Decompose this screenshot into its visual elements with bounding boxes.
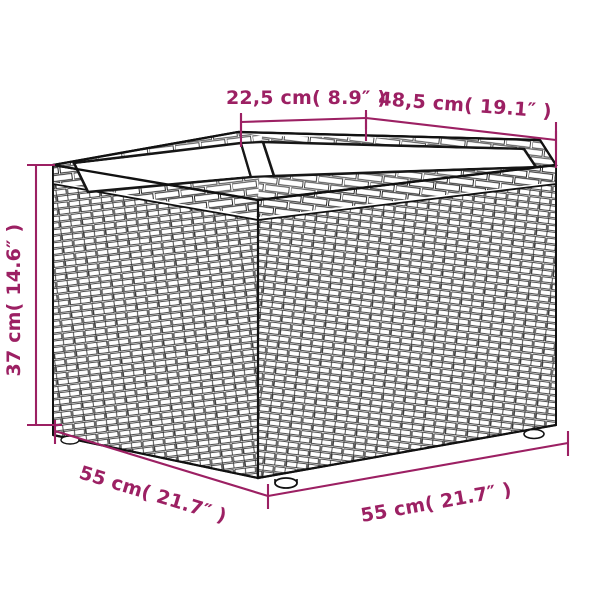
dim-top-line <box>239 110 558 150</box>
woven-rattan-right-face <box>257 163 557 480</box>
woven-rattan-left-face <box>52 163 259 480</box>
dimension-annotations <box>27 110 570 509</box>
leg-glide-foot-right <box>523 428 545 440</box>
leg-glide-foot <box>274 477 298 489</box>
dim-label-top-left: 22,5 cm( 8.9″ ) <box>226 87 386 109</box>
dim-width-line <box>267 431 570 498</box>
top-back-left-edge <box>52 130 239 167</box>
dim-depth-line <box>53 420 270 509</box>
rattan-side-table <box>52 130 558 489</box>
dim-label-height: 37 cm( 14.6″ ) <box>3 224 25 377</box>
base-edges <box>52 423 557 480</box>
top-right-edge <box>539 139 557 166</box>
dim-height-line <box>27 163 62 427</box>
top-back-right-edge <box>237 130 541 142</box>
